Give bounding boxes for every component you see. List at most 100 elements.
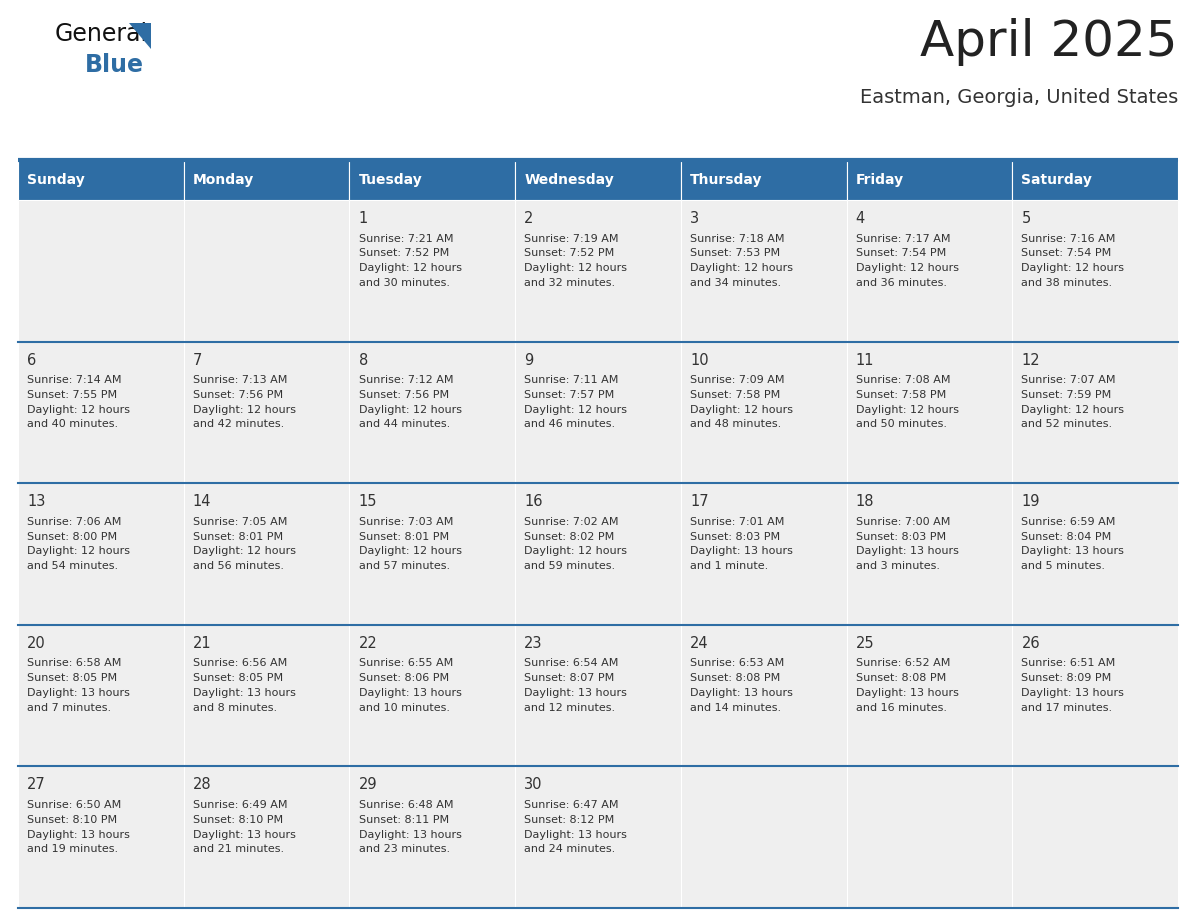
- Text: 19: 19: [1022, 494, 1040, 509]
- Text: and 42 minutes.: and 42 minutes.: [192, 420, 284, 430]
- Text: Monday: Monday: [192, 173, 254, 187]
- Text: 3: 3: [690, 211, 699, 226]
- Text: 7: 7: [192, 353, 202, 367]
- Text: Sunset: 8:12 PM: Sunset: 8:12 PM: [524, 814, 614, 824]
- Text: 13: 13: [27, 494, 45, 509]
- Text: and 40 minutes.: and 40 minutes.: [27, 420, 119, 430]
- Text: Sunset: 8:02 PM: Sunset: 8:02 PM: [524, 532, 614, 542]
- Text: Sunset: 7:57 PM: Sunset: 7:57 PM: [524, 390, 614, 400]
- Text: Sunset: 8:11 PM: Sunset: 8:11 PM: [359, 814, 449, 824]
- Text: Daylight: 12 hours: Daylight: 12 hours: [855, 263, 959, 273]
- Text: Daylight: 13 hours: Daylight: 13 hours: [524, 830, 627, 839]
- Text: Daylight: 13 hours: Daylight: 13 hours: [524, 688, 627, 698]
- Bar: [349, 625, 516, 767]
- Bar: [349, 160, 516, 200]
- Text: and 50 minutes.: and 50 minutes.: [855, 420, 947, 430]
- Bar: [1012, 160, 1178, 200]
- Bar: [1012, 200, 1178, 341]
- Bar: [516, 341, 681, 483]
- Text: and 30 minutes.: and 30 minutes.: [359, 278, 449, 288]
- Bar: [681, 341, 847, 483]
- Text: 24: 24: [690, 636, 708, 651]
- Text: Sunset: 8:05 PM: Sunset: 8:05 PM: [27, 673, 118, 683]
- Text: Daylight: 13 hours: Daylight: 13 hours: [855, 688, 959, 698]
- Bar: [681, 625, 847, 767]
- Text: Daylight: 12 hours: Daylight: 12 hours: [27, 405, 131, 415]
- Text: Sunset: 7:52 PM: Sunset: 7:52 PM: [359, 248, 449, 258]
- Text: Sunrise: 6:59 AM: Sunrise: 6:59 AM: [1022, 517, 1116, 527]
- Text: and 48 minutes.: and 48 minutes.: [690, 420, 782, 430]
- Bar: [349, 483, 516, 625]
- Text: Sunrise: 6:48 AM: Sunrise: 6:48 AM: [359, 800, 453, 810]
- Text: Sunrise: 7:21 AM: Sunrise: 7:21 AM: [359, 233, 453, 243]
- Bar: [1012, 483, 1178, 625]
- Text: Daylight: 13 hours: Daylight: 13 hours: [690, 546, 792, 556]
- Text: Sunset: 8:03 PM: Sunset: 8:03 PM: [855, 532, 946, 542]
- Bar: [184, 625, 349, 767]
- Text: and 16 minutes.: and 16 minutes.: [855, 702, 947, 712]
- Text: Sunrise: 7:13 AM: Sunrise: 7:13 AM: [192, 375, 287, 385]
- Bar: [681, 483, 847, 625]
- Text: and 7 minutes.: and 7 minutes.: [27, 702, 112, 712]
- Text: and 19 minutes.: and 19 minutes.: [27, 845, 119, 855]
- Text: Thursday: Thursday: [690, 173, 763, 187]
- Text: Sunrise: 6:47 AM: Sunrise: 6:47 AM: [524, 800, 619, 810]
- Polygon shape: [129, 23, 152, 49]
- Text: Sunrise: 7:02 AM: Sunrise: 7:02 AM: [524, 517, 619, 527]
- Bar: [847, 160, 1012, 200]
- Text: Daylight: 12 hours: Daylight: 12 hours: [855, 405, 959, 415]
- Text: Eastman, Georgia, United States: Eastman, Georgia, United States: [860, 88, 1178, 107]
- Text: General: General: [55, 22, 148, 46]
- Text: Daylight: 12 hours: Daylight: 12 hours: [359, 263, 462, 273]
- Bar: [1012, 341, 1178, 483]
- Text: Sunset: 8:01 PM: Sunset: 8:01 PM: [192, 532, 283, 542]
- Text: 26: 26: [1022, 636, 1040, 651]
- Text: Sunset: 8:00 PM: Sunset: 8:00 PM: [27, 532, 118, 542]
- Text: and 59 minutes.: and 59 minutes.: [524, 561, 615, 571]
- Text: and 3 minutes.: and 3 minutes.: [855, 561, 940, 571]
- Text: Daylight: 13 hours: Daylight: 13 hours: [855, 546, 959, 556]
- Bar: [184, 341, 349, 483]
- Text: Daylight: 12 hours: Daylight: 12 hours: [1022, 263, 1124, 273]
- Text: 14: 14: [192, 494, 211, 509]
- Text: 21: 21: [192, 636, 211, 651]
- Bar: [18, 160, 184, 200]
- Text: Sunrise: 6:56 AM: Sunrise: 6:56 AM: [192, 658, 287, 668]
- Text: Daylight: 13 hours: Daylight: 13 hours: [27, 830, 129, 839]
- Text: Sunrise: 7:07 AM: Sunrise: 7:07 AM: [1022, 375, 1116, 385]
- Text: Sunrise: 7:18 AM: Sunrise: 7:18 AM: [690, 233, 784, 243]
- Bar: [847, 341, 1012, 483]
- Text: Sunset: 8:10 PM: Sunset: 8:10 PM: [192, 814, 283, 824]
- Bar: [516, 160, 681, 200]
- Text: Sunrise: 6:49 AM: Sunrise: 6:49 AM: [192, 800, 287, 810]
- Text: 27: 27: [27, 778, 46, 792]
- Text: 8: 8: [359, 353, 368, 367]
- Text: and 23 minutes.: and 23 minutes.: [359, 845, 450, 855]
- Bar: [18, 483, 184, 625]
- Text: 17: 17: [690, 494, 708, 509]
- Text: Daylight: 12 hours: Daylight: 12 hours: [27, 546, 131, 556]
- Bar: [18, 625, 184, 767]
- Text: Friday: Friday: [855, 173, 904, 187]
- Text: Sunrise: 6:52 AM: Sunrise: 6:52 AM: [855, 658, 950, 668]
- Text: Daylight: 12 hours: Daylight: 12 hours: [690, 405, 792, 415]
- Text: Sunset: 7:55 PM: Sunset: 7:55 PM: [27, 390, 118, 400]
- Text: Sunset: 7:58 PM: Sunset: 7:58 PM: [690, 390, 781, 400]
- Text: Daylight: 13 hours: Daylight: 13 hours: [192, 830, 296, 839]
- Bar: [847, 767, 1012, 908]
- Text: Sunrise: 7:01 AM: Sunrise: 7:01 AM: [690, 517, 784, 527]
- Bar: [681, 160, 847, 200]
- Text: Sunrise: 7:11 AM: Sunrise: 7:11 AM: [524, 375, 619, 385]
- Text: Daylight: 12 hours: Daylight: 12 hours: [524, 546, 627, 556]
- Text: and 57 minutes.: and 57 minutes.: [359, 561, 450, 571]
- Text: Daylight: 13 hours: Daylight: 13 hours: [690, 688, 792, 698]
- Text: Sunset: 7:56 PM: Sunset: 7:56 PM: [359, 390, 449, 400]
- Text: Sunrise: 7:14 AM: Sunrise: 7:14 AM: [27, 375, 121, 385]
- Text: Daylight: 12 hours: Daylight: 12 hours: [192, 546, 296, 556]
- Text: and 1 minute.: and 1 minute.: [690, 561, 769, 571]
- Text: Daylight: 12 hours: Daylight: 12 hours: [524, 263, 627, 273]
- Text: Saturday: Saturday: [1022, 173, 1092, 187]
- Bar: [184, 160, 349, 200]
- Text: Sunset: 7:59 PM: Sunset: 7:59 PM: [1022, 390, 1112, 400]
- Bar: [18, 767, 184, 908]
